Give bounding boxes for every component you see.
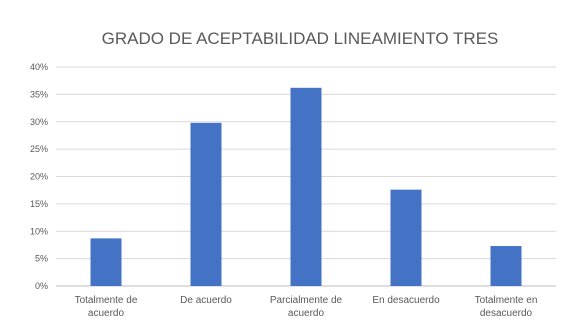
x-category-label-line: De acuerdo	[180, 295, 232, 306]
y-axis-tick-labels: 0% 5% 10% 15% 20% 25% 30% 35% 40%	[30, 62, 48, 291]
y-tick-label: 15%	[30, 199, 48, 209]
y-tick-label: 35%	[30, 89, 48, 99]
x-category-label-line: acuerdo	[88, 308, 125, 319]
x-category-label-line: Totalmente de	[75, 295, 138, 306]
bars	[90, 87, 522, 287]
x-category-label-line: Parcialmente de	[270, 295, 343, 306]
y-tick-label: 20%	[30, 172, 48, 182]
y-tick-label: 10%	[30, 226, 48, 236]
y-tick-label: 40%	[30, 62, 48, 72]
x-category-label: Totalmente de acuerdo	[75, 295, 138, 319]
y-tick-label: 25%	[30, 144, 48, 154]
x-category-label: Parcialmente de acuerdo	[270, 295, 343, 319]
y-tick-label: 5%	[35, 254, 48, 264]
x-category-label: En desacuerdo	[372, 295, 440, 306]
x-axis-category-labels: Totalmente de acuerdo De acuerdo Parcialmen…	[75, 295, 538, 319]
x-category-label-line: Totalmente en	[475, 295, 538, 306]
x-category-label-line: desacuerdo	[480, 308, 533, 319]
bar	[290, 87, 322, 287]
bar	[190, 122, 222, 286]
bar	[490, 246, 522, 286]
bar	[390, 189, 422, 286]
chart-title: GRADO DE ACEPTABILIDAD LINEAMIENTO TRES	[102, 29, 499, 48]
y-tick-label: 30%	[30, 117, 48, 127]
x-category-label-line: En desacuerdo	[372, 295, 440, 306]
bar	[90, 238, 122, 286]
x-category-label: Totalmente en desacuerdo	[475, 295, 538, 319]
y-tick-label: 0%	[35, 281, 48, 291]
x-category-label: De acuerdo	[180, 295, 232, 306]
x-category-label-line: acuerdo	[288, 308, 325, 319]
